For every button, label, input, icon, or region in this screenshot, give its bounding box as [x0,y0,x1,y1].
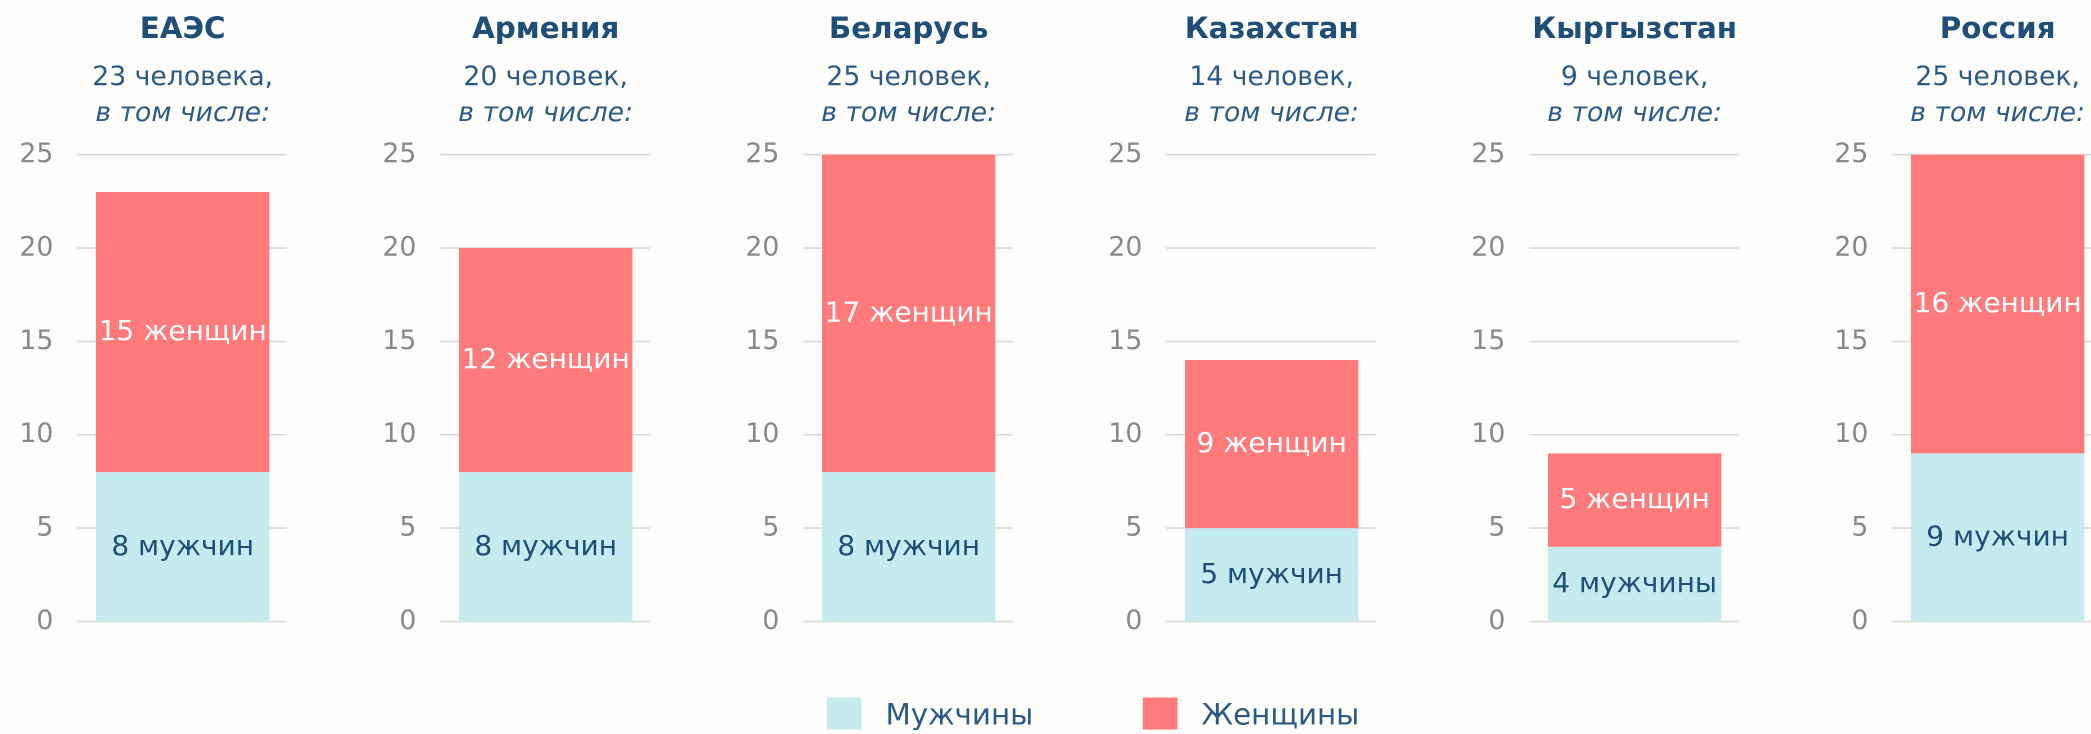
panel-subtitle: 9 человек, [1561,61,1709,92]
y-tick-label: 20 [1471,232,1505,263]
y-tick-label: 15 [1471,325,1505,356]
value-label: 16 женщин [1914,286,2082,319]
y-tick-label: 15 [19,325,53,356]
y-tick-label: 10 [1108,418,1142,449]
panel-subtitle: в том числе: [95,97,270,128]
y-tick-label: 15 [1108,325,1142,356]
y-tick-label: 20 [19,232,53,263]
value-label: 15 женщин [99,314,267,347]
y-tick-label: 20 [745,232,779,263]
y-tick-label: 25 [1108,138,1142,169]
y-tick-label: 5 [399,512,416,543]
bar-segment [459,248,633,473]
bar-segment [96,192,270,473]
bar-segment [1184,360,1359,529]
y-tick-label: 5 [36,512,53,543]
value-label: 12 женщин [462,342,630,375]
panel-title: Россия [1940,11,2056,45]
panel-subtitle: в том числе: [821,97,996,128]
panel-title: Казахстан [1185,11,1359,45]
bar-segment [821,472,996,622]
y-tick-label: 0 [1851,605,1868,636]
panel-subtitle: 23 человека, [92,61,273,92]
panel-subtitle: в том числе: [458,97,633,128]
y-tick-label: 10 [19,418,53,449]
y-tick-label: 5 [1125,512,1142,543]
panel-subtitle: в том числе: [1547,97,1722,128]
panel-subtitle: 20 человек, [463,61,628,92]
y-tick-label: 25 [19,138,53,169]
panel-title: ЕАЭС [140,11,226,45]
y-tick-label: 15 [745,325,779,356]
value-label: 9 женщин [1196,426,1346,459]
panel-title: Кыргызстан [1532,11,1737,45]
panel-subtitle: 25 человек, [826,61,991,92]
bar-segment [821,154,996,473]
value-label: 8 мужчин [111,529,254,562]
y-tick-label: 20 [382,232,416,263]
y-tick-label: 10 [745,418,779,449]
y-tick-label: 0 [762,605,779,636]
value-label: 8 мужчин [474,529,617,562]
y-tick-label: 15 [1834,325,1868,356]
legend-swatch [826,697,862,730]
y-tick-label: 0 [399,605,416,636]
value-label: 5 мужчин [1200,557,1343,590]
bar-segment [1547,546,1722,622]
legend-label: Мужчины [885,698,1033,730]
y-tick-label: 0 [36,605,53,636]
value-label: 17 женщин [825,295,993,328]
value-label: 4 мужчины [1552,566,1717,599]
y-tick-label: 0 [1125,605,1142,636]
bar-segment [1910,453,2085,622]
bar-segment [1184,528,1359,622]
y-tick-label: 10 [382,418,416,449]
y-tick-label: 20 [1834,232,1868,263]
y-tick-label: 5 [1851,512,1868,543]
value-label: 5 женщин [1559,482,1709,515]
legend-label: Женщины [1202,698,1360,730]
panel-subtitle: 14 человек, [1189,61,1354,92]
panel-subtitle: в том числе: [1184,97,1359,128]
y-tick-label: 5 [1488,512,1505,543]
y-tick-label: 25 [1471,138,1505,169]
y-tick-label: 10 [1834,418,1868,449]
y-tick-label: 20 [1108,232,1142,263]
bar-segment [1547,453,1722,547]
y-tick-label: 0 [1488,605,1505,636]
y-tick-label: 10 [1471,418,1505,449]
value-label: 9 мужчин [1926,519,2069,552]
y-tick-label: 25 [1834,138,1868,169]
panel-subtitle: 25 человек, [1915,61,2080,92]
panel-title: Армения [472,11,619,45]
legend-swatch [1142,697,1178,730]
y-tick-label: 25 [382,138,416,169]
y-tick-label: 15 [382,325,416,356]
panel-title: Беларусь [829,11,989,45]
y-tick-label: 25 [745,138,779,169]
panel-subtitle: в том числе: [1910,97,2085,128]
y-tick-label: 5 [762,512,779,543]
bar-segment [1910,154,2085,454]
value-label: 8 мужчин [837,529,980,562]
bar-segment [96,472,270,622]
bar-segment [459,472,633,622]
